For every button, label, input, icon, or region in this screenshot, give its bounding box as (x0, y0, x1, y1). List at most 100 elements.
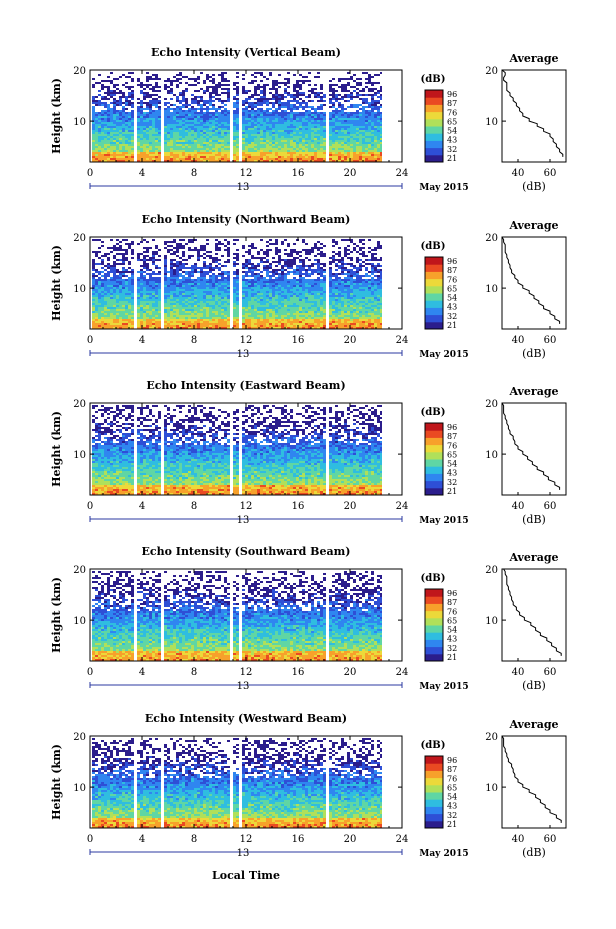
heatmap-cell (377, 275, 380, 277)
heatmap-cell (131, 429, 134, 431)
heatmap-cell (302, 325, 308, 327)
heatmap-cell (224, 265, 227, 267)
heatmap-cell (362, 307, 365, 309)
heatmap-cell (266, 126, 269, 128)
heatmap-cell (305, 275, 311, 277)
heatmap-cell (227, 156, 230, 158)
heatmap-cell (92, 447, 95, 449)
heatmap-cell (185, 445, 188, 447)
heatmap-cell (233, 315, 239, 317)
heatmap-cell (128, 112, 131, 114)
heatmap-cell (332, 245, 335, 247)
heatmap-cell (203, 146, 215, 148)
heatmap-cell (308, 297, 314, 299)
heatmap-cell (155, 281, 161, 283)
heatmap-cell (107, 104, 110, 106)
heatmap-cell (323, 112, 326, 114)
heatmap-cell (173, 273, 176, 275)
heatmap-cell (269, 156, 278, 158)
heatmap-cell (143, 275, 146, 277)
heatmap-cell (302, 279, 314, 281)
heatmap-cell (188, 297, 191, 299)
heatmap-cell (377, 309, 380, 311)
heatmap-cell (179, 411, 182, 413)
heatmap-cell (185, 120, 197, 122)
heatmap-cell (101, 433, 104, 435)
heatmap-cell (353, 104, 362, 106)
heatmap-cell (155, 439, 161, 441)
heatmap-cell (323, 114, 326, 116)
heatmap-cell (224, 297, 227, 299)
heatmap-cell (272, 84, 278, 86)
heatmap-cell (95, 305, 104, 307)
heatmap-cell (179, 112, 194, 114)
heatmap-cell (296, 142, 299, 144)
heatmap-cell (197, 120, 200, 122)
heatmap-cell (293, 158, 299, 160)
heatmap-cell (191, 154, 194, 156)
heatmap-cell (113, 261, 116, 263)
heatmap-cell (374, 144, 377, 146)
heatmap-cell (242, 423, 245, 425)
heatmap-cell (116, 317, 119, 319)
heatmap-cell (173, 247, 185, 249)
heatmap-cell (200, 144, 203, 146)
heatmap-cell (182, 277, 191, 279)
heatmap-cell (305, 140, 311, 142)
heatmap-cell (95, 148, 104, 150)
heatmap-cell (92, 323, 104, 325)
heatmap-cell (323, 297, 326, 299)
heatmap-cell (359, 417, 365, 419)
heatmap-cell (203, 443, 206, 445)
heatmap-cell (185, 88, 188, 90)
heatmap-cell (332, 305, 335, 307)
heatmap-cell (143, 451, 149, 453)
heatmap-cell (197, 108, 200, 110)
heatmap-cell (101, 275, 104, 277)
heatmap-cell (296, 295, 299, 297)
heatmap-cell (260, 74, 263, 76)
heatmap-cell (170, 132, 173, 134)
heatmap-cell (140, 116, 143, 118)
heatmap-cell (359, 319, 368, 321)
heatmap-cell (95, 158, 98, 160)
heatmap-cell (92, 445, 98, 447)
heatmap-cell (143, 136, 149, 138)
heatmap-cell (242, 309, 245, 311)
heatmap-cell (320, 451, 326, 453)
heatmap-cell (290, 134, 293, 136)
heatmap-cell (197, 138, 206, 140)
heatmap-cell (116, 315, 128, 317)
heatmap-cell (218, 325, 230, 327)
heatmap-cell (365, 281, 368, 283)
heatmap-cell (92, 267, 95, 269)
heatmap-cell (119, 132, 122, 134)
heatmap-cell (242, 142, 245, 144)
heatmap-cell (173, 239, 176, 241)
heatmap-cell (272, 104, 275, 106)
heatmap-cell (380, 257, 382, 259)
heatmap-cell (341, 269, 353, 271)
heatmap-cell (110, 421, 113, 423)
heatmap-cell (167, 108, 173, 110)
heatmap-cell (371, 271, 377, 273)
heatmap-cell (200, 110, 203, 112)
heatmap-cell (122, 415, 125, 417)
heatmap-cell (194, 311, 197, 313)
heatmap-cell (302, 319, 305, 321)
heatmap-cell (179, 114, 185, 116)
heatmap-cell (107, 150, 110, 152)
colorbar-frame (424, 256, 444, 330)
heatmap-cell (224, 425, 230, 427)
heatmap-cell (128, 313, 134, 315)
heatmap-cell (215, 305, 218, 307)
heatmap-cell (170, 261, 173, 263)
heatmap-cell (119, 241, 122, 243)
heatmap-cell (176, 118, 182, 120)
heatmap-cell (266, 291, 269, 293)
heatmap-cell (350, 313, 353, 315)
heatmap-cell (341, 313, 350, 315)
heatmap-cell (284, 429, 287, 431)
heatmap-cell (158, 255, 161, 257)
heatmap-cell (248, 309, 254, 311)
